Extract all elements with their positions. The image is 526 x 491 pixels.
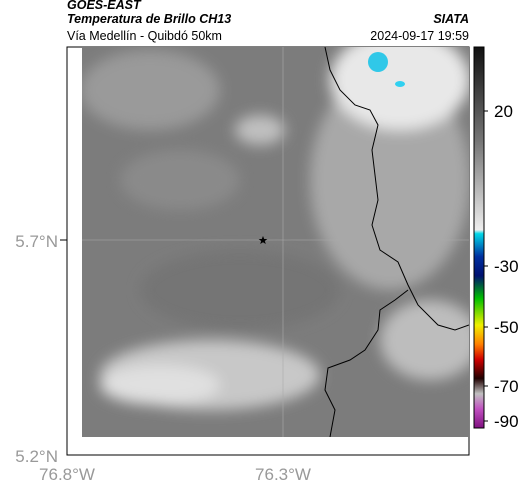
colorbar-label: -90	[494, 412, 519, 431]
colorbar-label: -30	[494, 257, 519, 276]
route: Vía Medellín - Quibdó 50km	[67, 29, 222, 43]
product: Temperatura de Brillo CH13	[67, 12, 231, 26]
colorbar-ticks: 20 -30 -50 -70 -90	[484, 102, 519, 431]
satellite: GOES-EAST	[67, 0, 142, 12]
lon-label: 76.8°W	[39, 465, 95, 484]
lat-label: 5.2°N	[15, 447, 58, 466]
colorbar-label: -50	[494, 318, 519, 337]
colorbar-label: 20	[494, 102, 513, 121]
colorbar-label: -70	[494, 377, 519, 396]
colorbar	[473, 46, 485, 429]
timestamp: 2024-09-17 19:59	[370, 29, 469, 43]
map-image	[82, 47, 469, 437]
lat-label: 5.7°N	[15, 232, 58, 251]
lon-label: 76.3°W	[255, 465, 311, 484]
source: SIATA	[433, 12, 469, 26]
